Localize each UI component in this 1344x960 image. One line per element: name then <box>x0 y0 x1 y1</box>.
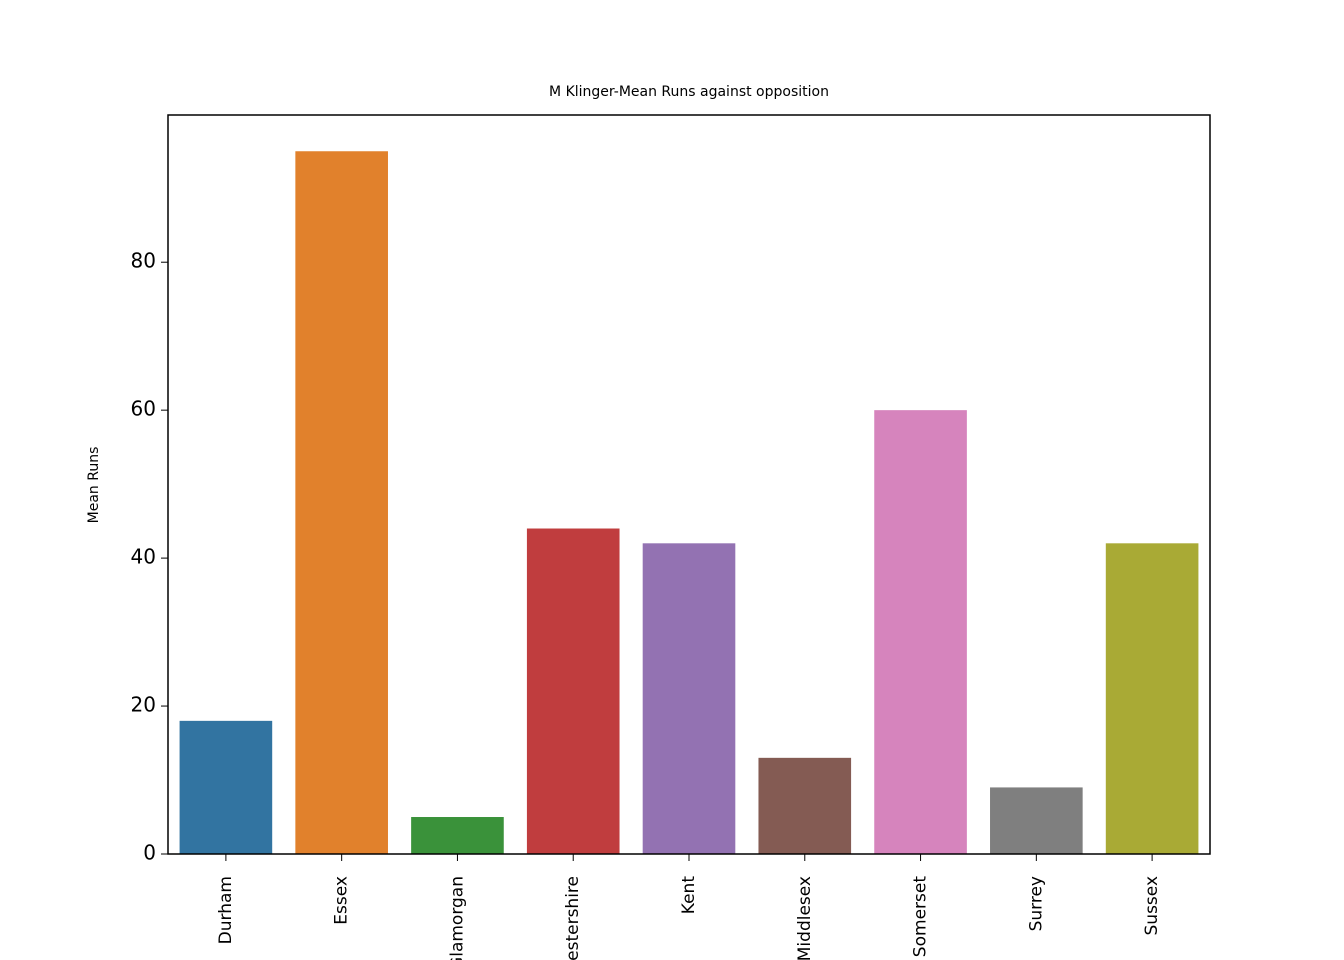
bar <box>411 817 504 854</box>
plot-frame <box>167 114 1211 855</box>
x-tick-label: Sussex <box>1142 876 1162 936</box>
bar <box>874 410 967 854</box>
bar <box>295 151 388 854</box>
bar <box>1105 543 1199 854</box>
x-tick-label: Surrey <box>1026 876 1046 931</box>
y-tick-label: 80 <box>131 249 156 273</box>
bar <box>526 528 620 854</box>
x-tick-label: Somerset <box>911 876 931 958</box>
y-tick-label: 0 <box>143 841 156 865</box>
y-tick-label: 60 <box>131 397 156 421</box>
x-tick-label: Gloucestershire <box>563 876 583 960</box>
bar <box>179 720 273 854</box>
y-tick-label: 40 <box>131 545 156 569</box>
x-tick-label: Durham <box>216 876 236 944</box>
chart-title: M Klinger-Mean Runs against opposition <box>549 84 829 100</box>
y-axis-label: Mean Runs <box>86 447 102 524</box>
x-tick-label: Kent <box>679 876 699 915</box>
bar <box>642 543 736 854</box>
x-tick-label: Glamorgan <box>447 876 467 960</box>
bar <box>990 787 1083 854</box>
bar <box>758 757 852 854</box>
x-tick-label: Middlesex <box>795 876 815 960</box>
x-tick-label: Essex <box>332 876 352 925</box>
y-tick-label: 20 <box>131 693 156 717</box>
